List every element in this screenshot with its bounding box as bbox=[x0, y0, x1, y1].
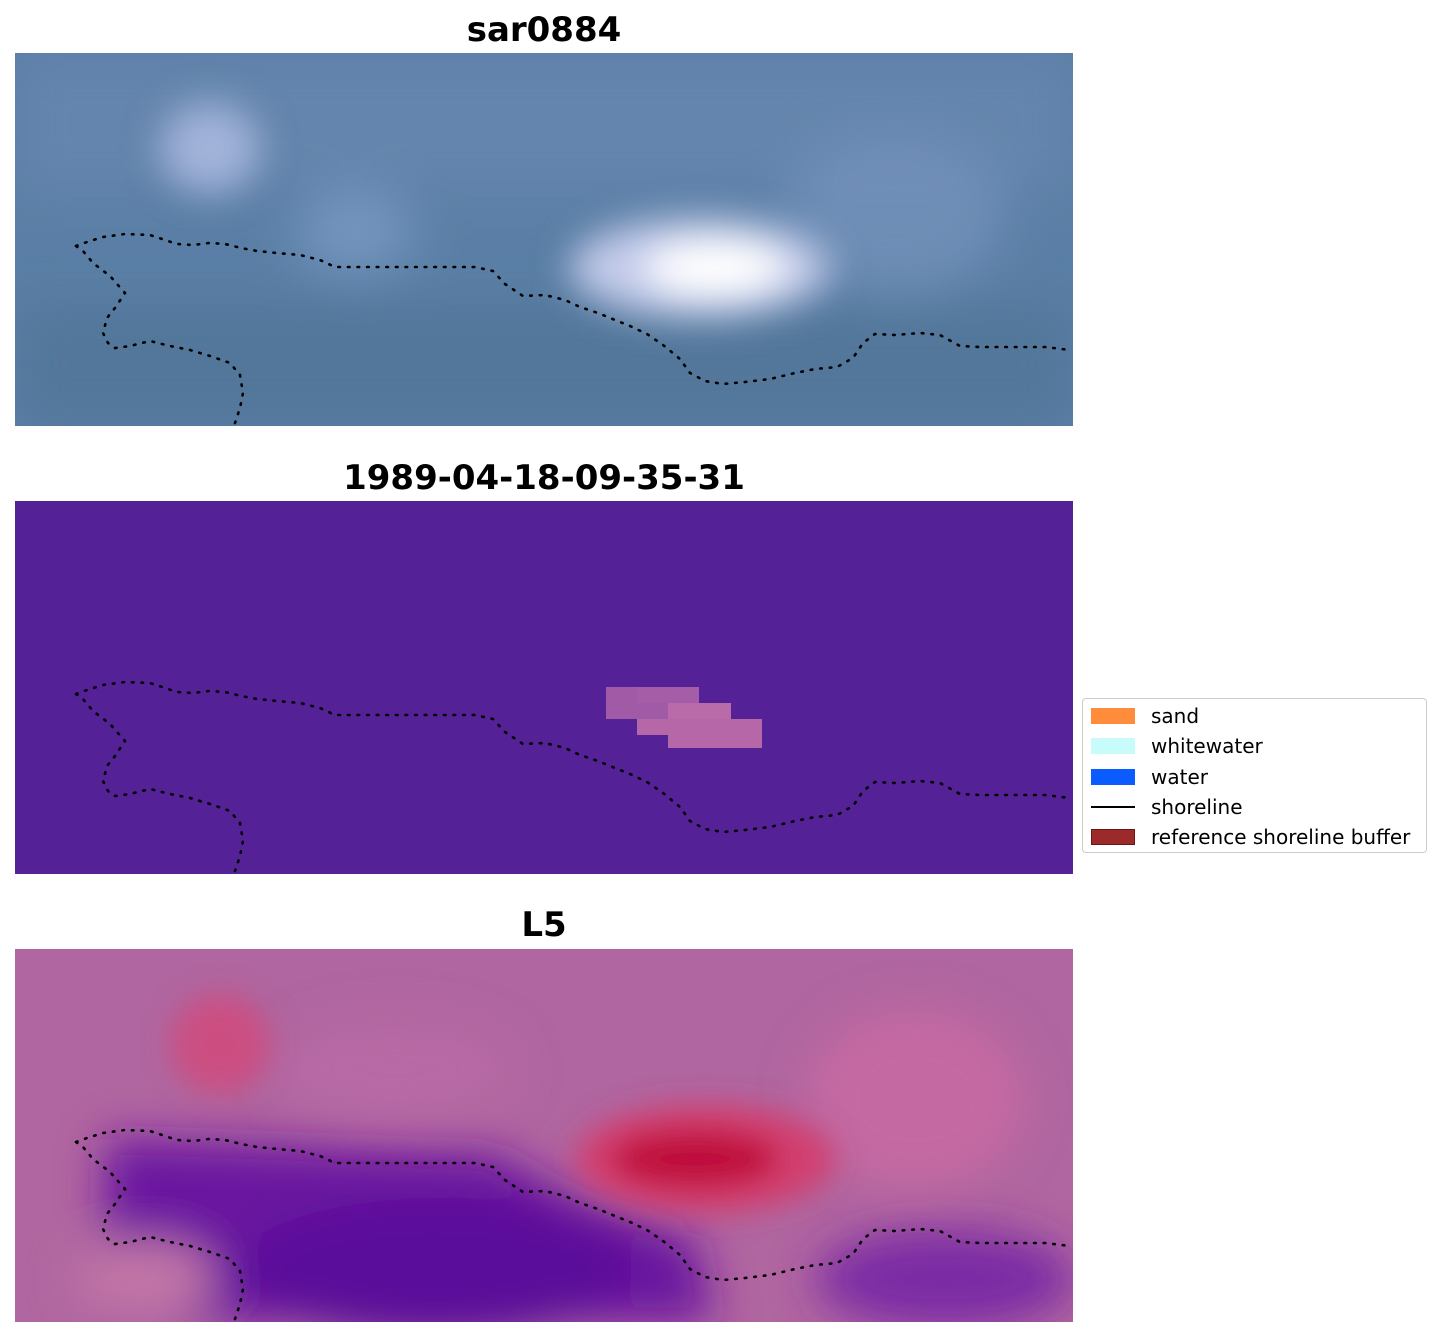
classified-image-background bbox=[15, 501, 1073, 874]
rgb-image-panel bbox=[15, 53, 1073, 426]
legend-item-sand: sand bbox=[1091, 706, 1427, 726]
index-image-cold-region bbox=[75, 1139, 1073, 1322]
classified-image-panel bbox=[15, 501, 1073, 874]
shoreline-swatch bbox=[1091, 806, 1135, 808]
panel-title-rgb: sar0884 bbox=[466, 10, 622, 50]
index-image-warm-region bbox=[275, 1009, 1025, 1189]
panel-title-classified: 1989-04-18-09-35-31 bbox=[343, 458, 745, 498]
legend-item-water: water bbox=[1091, 767, 1427, 787]
legend: sand whitewater water shoreline referenc… bbox=[1082, 698, 1427, 853]
panel-title-index: L5 bbox=[521, 905, 567, 945]
legend-label: water bbox=[1151, 765, 1208, 789]
index-image-hot-feature bbox=[170, 994, 835, 1214]
shoreline-dots bbox=[74, 680, 1072, 873]
rgb-image-texture bbox=[15, 53, 1073, 426]
index-image-panel bbox=[15, 949, 1073, 1322]
legend-item-whitewater: whitewater bbox=[1091, 736, 1427, 756]
legend-item-shoreline: shoreline bbox=[1091, 797, 1427, 817]
legend-label: whitewater bbox=[1151, 734, 1263, 758]
sand-swatch bbox=[1091, 708, 1135, 724]
legend-label: sand bbox=[1151, 704, 1200, 728]
shoreline-dots bbox=[74, 1128, 1072, 1321]
legend-label: reference shoreline buffer bbox=[1151, 825, 1411, 849]
shoreline-dots bbox=[74, 232, 1072, 425]
water-swatch bbox=[1091, 769, 1135, 785]
classified-whitewater-patch bbox=[606, 687, 762, 748]
rgb-image-bright-feature bbox=[160, 103, 830, 318]
whitewater-swatch bbox=[1091, 738, 1135, 754]
reference-buffer-swatch bbox=[1091, 829, 1135, 845]
legend-label: shoreline bbox=[1151, 795, 1243, 819]
legend-item-reference-buffer: reference shoreline buffer bbox=[1091, 827, 1427, 847]
